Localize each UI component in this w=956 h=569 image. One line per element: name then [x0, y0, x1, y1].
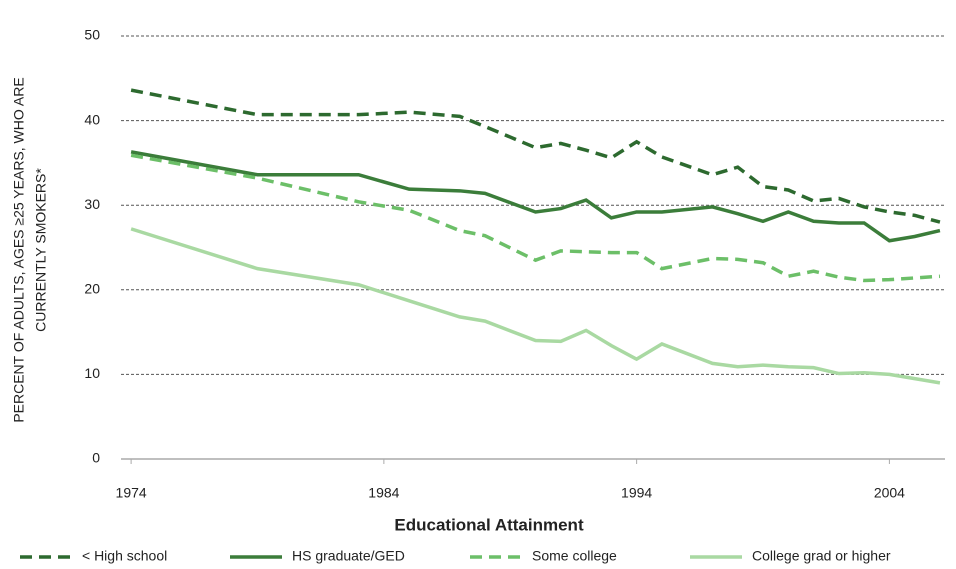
y-tick-label: 50 [84, 27, 100, 43]
y-tick-label: 30 [84, 196, 100, 212]
legend-label: HS graduate/GED [292, 548, 405, 564]
legend-label: < High school [82, 548, 167, 564]
y-tick-label: 10 [84, 365, 100, 381]
series-line [130, 150, 941, 243]
legend-label: Some college [532, 548, 617, 564]
series-line [130, 88, 941, 224]
y-tick-label: 0 [92, 450, 100, 466]
y-tick-label: 40 [84, 111, 100, 127]
y-axis-title-line: PERCENT OF ADULTS, AGES ≥25 YEARS, WHO A… [11, 77, 27, 422]
series-line [130, 153, 941, 283]
x-tick-label: 1974 [116, 485, 147, 501]
x-tick-label: 2004 [874, 485, 905, 501]
y-axis-title: PERCENT OF ADULTS, AGES ≥25 YEARS, WHO A… [11, 77, 49, 422]
y-axis-title-line: CURRENTLY SMOKERS* [33, 168, 49, 332]
legend-label: College grad or higher [752, 548, 891, 564]
x-tick-label: 1994 [621, 485, 652, 501]
x-axis-title: Educational Attainment [394, 515, 584, 534]
x-tick-label: 1984 [368, 485, 399, 501]
y-tick-label: 20 [84, 281, 100, 297]
series-line [130, 227, 941, 385]
